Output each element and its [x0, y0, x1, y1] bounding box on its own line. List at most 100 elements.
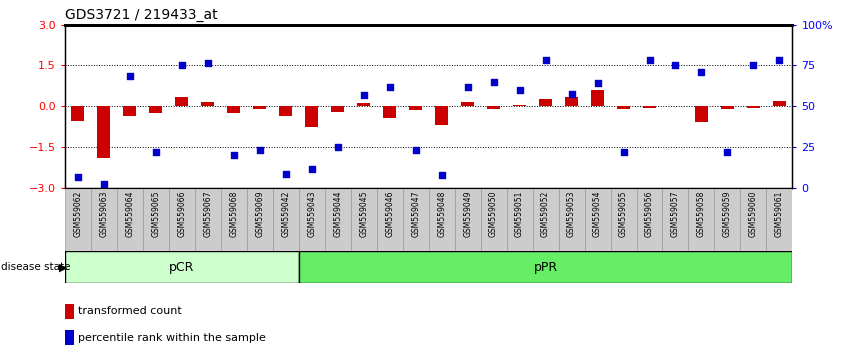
Bar	[351, 188, 377, 251]
Text: GSM559061: GSM559061	[775, 190, 784, 236]
Bar	[91, 188, 117, 251]
Bar	[461, 102, 474, 106]
Text: GDS3721 / 219433_at: GDS3721 / 219433_at	[65, 8, 217, 22]
Bar	[143, 188, 169, 251]
Bar	[123, 106, 137, 116]
Point	[123, 74, 137, 79]
Bar	[695, 106, 708, 122]
Point	[435, 172, 449, 178]
Point	[461, 84, 475, 90]
Text: GSM559056: GSM559056	[645, 190, 654, 237]
Bar	[299, 188, 325, 251]
Text: GSM559047: GSM559047	[411, 190, 420, 237]
Bar	[455, 188, 481, 251]
Bar	[533, 188, 559, 251]
Text: GSM559067: GSM559067	[204, 190, 212, 237]
Bar	[169, 188, 195, 251]
Point	[331, 144, 345, 150]
Point	[617, 149, 630, 155]
Bar	[273, 188, 299, 251]
Bar	[195, 188, 221, 251]
Bar	[559, 188, 585, 251]
Bar	[65, 330, 74, 345]
Bar	[611, 188, 637, 251]
Point	[746, 63, 760, 68]
Point	[487, 79, 501, 85]
Text: GSM559060: GSM559060	[749, 190, 758, 237]
Text: GSM559064: GSM559064	[126, 190, 134, 237]
Bar	[175, 97, 188, 106]
Bar	[221, 188, 247, 251]
Point	[253, 147, 267, 153]
Bar	[481, 188, 507, 251]
Bar	[279, 106, 292, 116]
Bar	[409, 106, 422, 110]
Text: GSM559058: GSM559058	[697, 190, 706, 236]
Bar	[331, 106, 345, 112]
Text: GSM559062: GSM559062	[74, 190, 82, 236]
Text: pCR: pCR	[169, 261, 195, 274]
Bar	[65, 304, 74, 319]
Text: GSM559057: GSM559057	[671, 190, 680, 237]
Point	[279, 171, 293, 177]
Text: GSM559068: GSM559068	[229, 190, 238, 236]
Point	[669, 63, 682, 68]
Point	[513, 87, 527, 93]
Text: ▶: ▶	[59, 262, 68, 272]
Bar	[65, 251, 299, 283]
Bar	[643, 106, 656, 108]
Bar	[507, 188, 533, 251]
Text: GSM559054: GSM559054	[593, 190, 602, 237]
Bar	[117, 188, 143, 251]
Bar	[766, 188, 792, 251]
Bar	[746, 106, 760, 108]
Point	[539, 57, 553, 63]
Bar	[585, 188, 611, 251]
Point	[772, 57, 786, 63]
Point	[357, 92, 371, 98]
Text: GSM559048: GSM559048	[437, 190, 446, 236]
Text: GSM559044: GSM559044	[333, 190, 342, 237]
Text: GSM559069: GSM559069	[255, 190, 264, 237]
Bar	[227, 106, 240, 113]
Bar	[565, 97, 578, 106]
Bar	[201, 102, 214, 106]
Text: GSM559059: GSM559059	[723, 190, 732, 237]
Point	[97, 181, 111, 186]
Point	[305, 166, 319, 171]
Point	[71, 174, 85, 179]
Bar	[97, 106, 111, 158]
Bar	[662, 188, 688, 251]
Text: GSM559046: GSM559046	[385, 190, 394, 237]
Bar	[513, 105, 527, 106]
Bar	[539, 99, 553, 106]
Text: GSM559043: GSM559043	[307, 190, 316, 237]
Bar	[65, 188, 91, 251]
Text: GSM559051: GSM559051	[515, 190, 524, 236]
Text: GSM559049: GSM559049	[463, 190, 472, 237]
Point	[591, 80, 604, 86]
Text: GSM559065: GSM559065	[152, 190, 160, 237]
Text: GSM559050: GSM559050	[489, 190, 498, 237]
Point	[175, 63, 189, 68]
Bar	[591, 90, 604, 106]
Bar	[637, 188, 662, 251]
Bar	[253, 106, 266, 109]
Text: GSM559042: GSM559042	[281, 190, 290, 236]
Bar	[305, 106, 319, 127]
Text: GSM559045: GSM559045	[359, 190, 368, 237]
Bar	[383, 106, 396, 118]
Bar	[149, 106, 163, 113]
Bar	[714, 188, 740, 251]
Text: GSM559052: GSM559052	[541, 190, 550, 236]
Text: pPR: pPR	[533, 261, 558, 274]
Bar	[299, 251, 792, 283]
Bar	[325, 188, 351, 251]
Bar	[617, 106, 630, 109]
Point	[695, 69, 708, 75]
Bar	[247, 188, 273, 251]
Point	[565, 91, 578, 97]
Bar	[740, 188, 766, 251]
Bar	[403, 188, 429, 251]
Text: disease state: disease state	[1, 262, 70, 272]
